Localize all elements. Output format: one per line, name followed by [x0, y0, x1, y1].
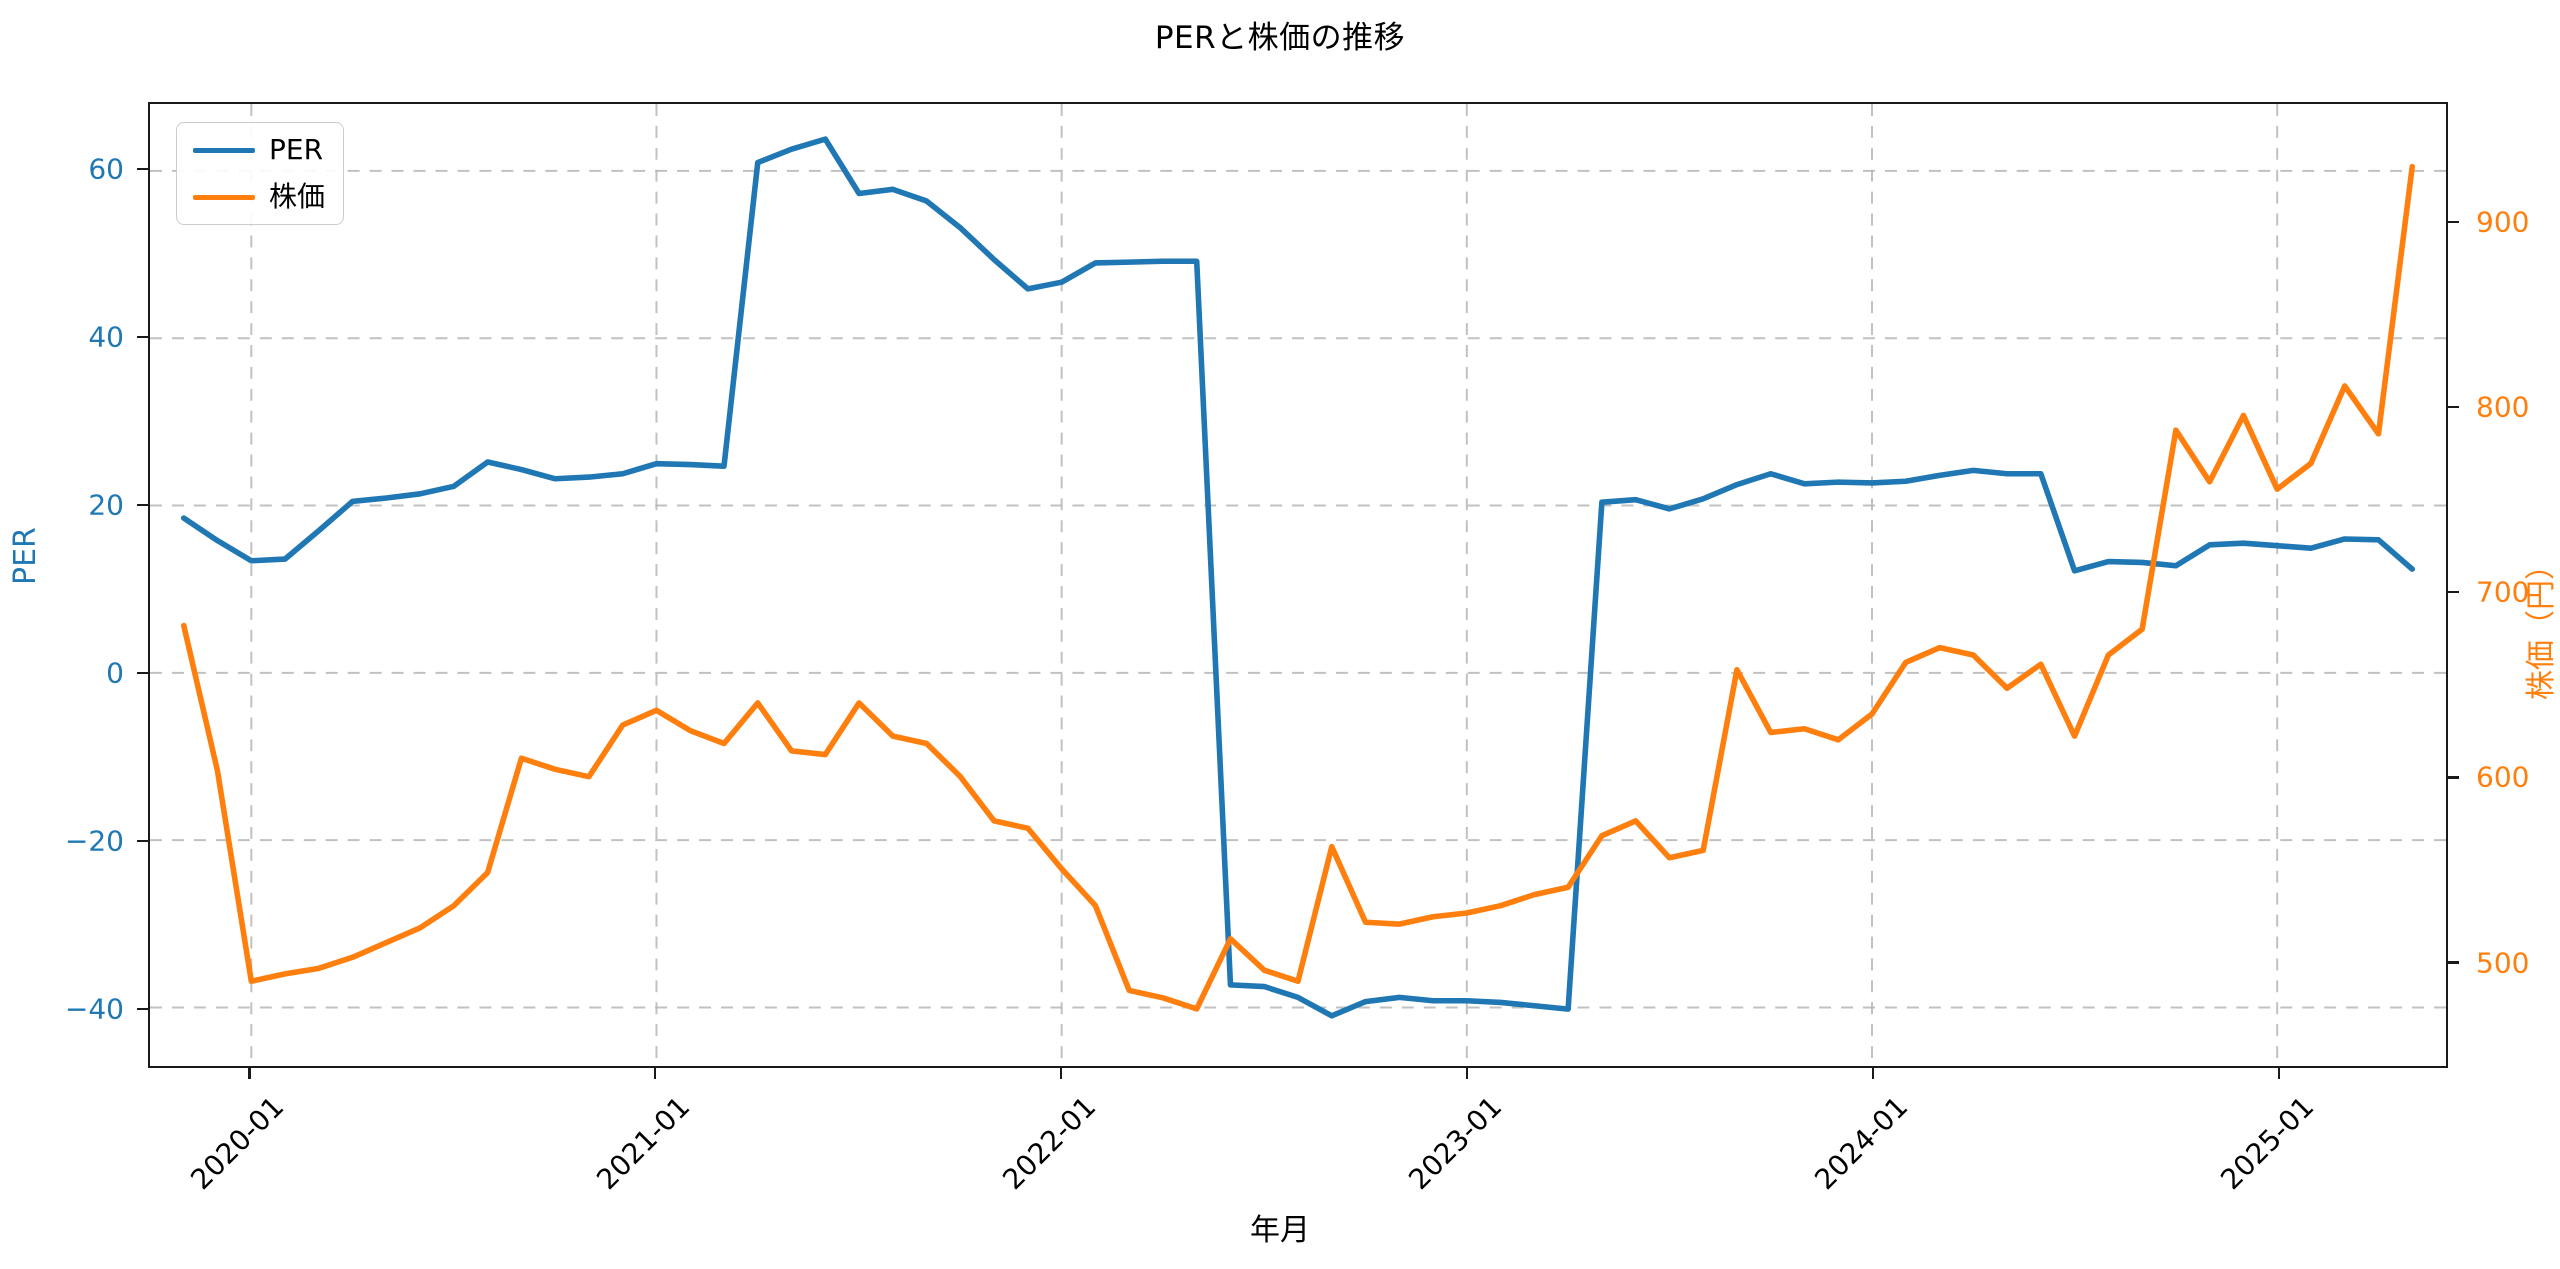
x-axis-tick-label: 2021-01 [590, 1090, 697, 1197]
y-axis-left-label: PER [8, 527, 43, 585]
y-axis-left-tickmark [137, 168, 148, 171]
legend-label-per: PER [269, 133, 324, 166]
x-axis-tickmark [1466, 1068, 1469, 1079]
y-axis-left-tick-label: 60 [88, 152, 124, 186]
y-axis-left-tick-label: −40 [64, 992, 124, 1026]
x-axis-tick-label: 2025-01 [2214, 1090, 2321, 1197]
y-axis-right-tickmark [2448, 591, 2459, 594]
legend-swatch-stock [193, 194, 255, 200]
y-axis-right-tickmark [2448, 221, 2459, 224]
legend-item-per[interactable]: PER [193, 136, 325, 164]
x-axis-tickmark [2277, 1068, 2280, 1079]
plot-area [148, 102, 2448, 1068]
gridlines [150, 104, 2446, 1066]
y-axis-right-tick-label: 800 [2476, 390, 2530, 424]
legend-swatch-per [193, 147, 255, 153]
y-axis-left-tickmark [137, 336, 148, 339]
data-series-layer [180, 136, 2416, 1019]
x-axis-tick-label: 2024-01 [1808, 1090, 1915, 1197]
x-axis-tickmark [1871, 1068, 1875, 1079]
x-axis-tickmark [248, 1068, 251, 1079]
series-line-per [180, 136, 2416, 1019]
y-axis-right-tick-label: 600 [2476, 760, 2530, 794]
legend-item-stock[interactable]: 株価 [193, 183, 325, 211]
legend-label-stock: 株価 [269, 180, 326, 213]
x-axis-tickmark [1060, 1068, 1063, 1079]
y-axis-left-tickmark [137, 672, 148, 675]
y-axis-left-tickmark [137, 1008, 148, 1011]
y-axis-left-tick-label: 0 [106, 656, 124, 690]
x-axis-tick-label: 2020-01 [184, 1090, 291, 1197]
y-axis-left-tick-label: −20 [64, 824, 124, 858]
y-axis-right-tickmark [2448, 406, 2459, 409]
x-axis-tickmark [654, 1068, 657, 1079]
x-axis-label: 年月 [1250, 1213, 1310, 1248]
chart-title: PERと株価の推移 [1154, 20, 1406, 56]
series-line-stock [180, 163, 2416, 1012]
y-axis-right-tickmark [2448, 776, 2459, 779]
y-axis-left-tickmark [137, 504, 148, 507]
y-axis-left-tick-label: 40 [88, 320, 124, 354]
y-axis-right-tick-label: 900 [2476, 205, 2530, 239]
y-axis-left-tickmark [137, 840, 148, 843]
y-axis-right-tick-label: 500 [2476, 946, 2530, 980]
x-axis-tick-label: 2022-01 [996, 1090, 1103, 1197]
y-axis-right-label: 株価（円） [2524, 550, 2559, 700]
x-axis-tick-label: 2023-01 [1402, 1090, 1509, 1197]
chart-legend: PER 株価 [176, 122, 345, 225]
plot-canvas [150, 104, 2446, 1066]
y-axis-right-tick-label: 700 [2476, 575, 2530, 609]
y-axis-right-tickmark [2448, 961, 2459, 964]
y-axis-left-tick-label: 20 [88, 488, 124, 522]
